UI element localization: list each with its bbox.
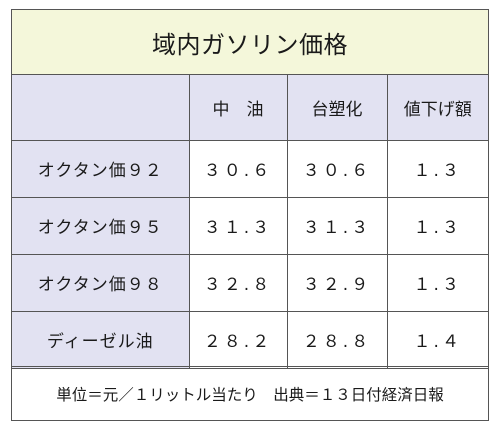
cpc-price: ２８.２ <box>188 310 288 369</box>
row-label: オクタン価９５ <box>12 196 190 255</box>
table-row: ディーゼル油 ２８.２ ２８.８ １.４ <box>12 310 488 369</box>
row-label: オクタン価９８ <box>12 253 190 312</box>
table-title: 域内ガソリン価格 <box>12 10 488 75</box>
fpcc-price: ３１.３ <box>286 196 388 255</box>
source-note: 単位＝元／１リットル当たり 出典＝１３日付経済日報 <box>12 366 488 420</box>
cpc-price: ３１.３ <box>188 196 288 255</box>
fpcc-price: ２８.８ <box>286 310 388 369</box>
cpc-price: ３２.８ <box>188 253 288 312</box>
header-blank-cell <box>12 75 190 141</box>
price-cut: １.３ <box>386 196 488 255</box>
gasoline-price-table: 中 油 台塑化 値下げ額 オクタン価９２ ３０.６ ３０.６ １.３ オクタン価… <box>12 75 488 369</box>
header-price-cut: 値下げ額 <box>386 75 488 141</box>
row-label: ディーゼル油 <box>12 310 190 369</box>
header-cpc: 中 油 <box>188 75 288 141</box>
price-cut: １.４ <box>386 310 488 369</box>
fpcc-price: ３０.６ <box>286 140 388 198</box>
price-table-panel: 域内ガソリン価格 中 油 台塑化 値下げ額 オクタン価９２ ３０.６ ３０.６ … <box>11 9 489 421</box>
header-row: 中 油 台塑化 値下げ額 <box>12 75 488 141</box>
table-row: オクタン価９５ ３１.３ ３１.３ １.３ <box>12 196 488 255</box>
table-row: オクタン価９２ ３０.６ ３０.６ １.３ <box>12 140 488 198</box>
fpcc-price: ３２.９ <box>286 253 388 312</box>
cpc-price: ３０.６ <box>188 140 288 198</box>
price-cut: １.３ <box>386 253 488 312</box>
header-fpcc: 台塑化 <box>286 75 388 141</box>
row-label: オクタン価９２ <box>12 140 190 198</box>
table-row: オクタン価９８ ３２.８ ３２.９ １.３ <box>12 253 488 312</box>
price-cut: １.３ <box>386 140 488 198</box>
